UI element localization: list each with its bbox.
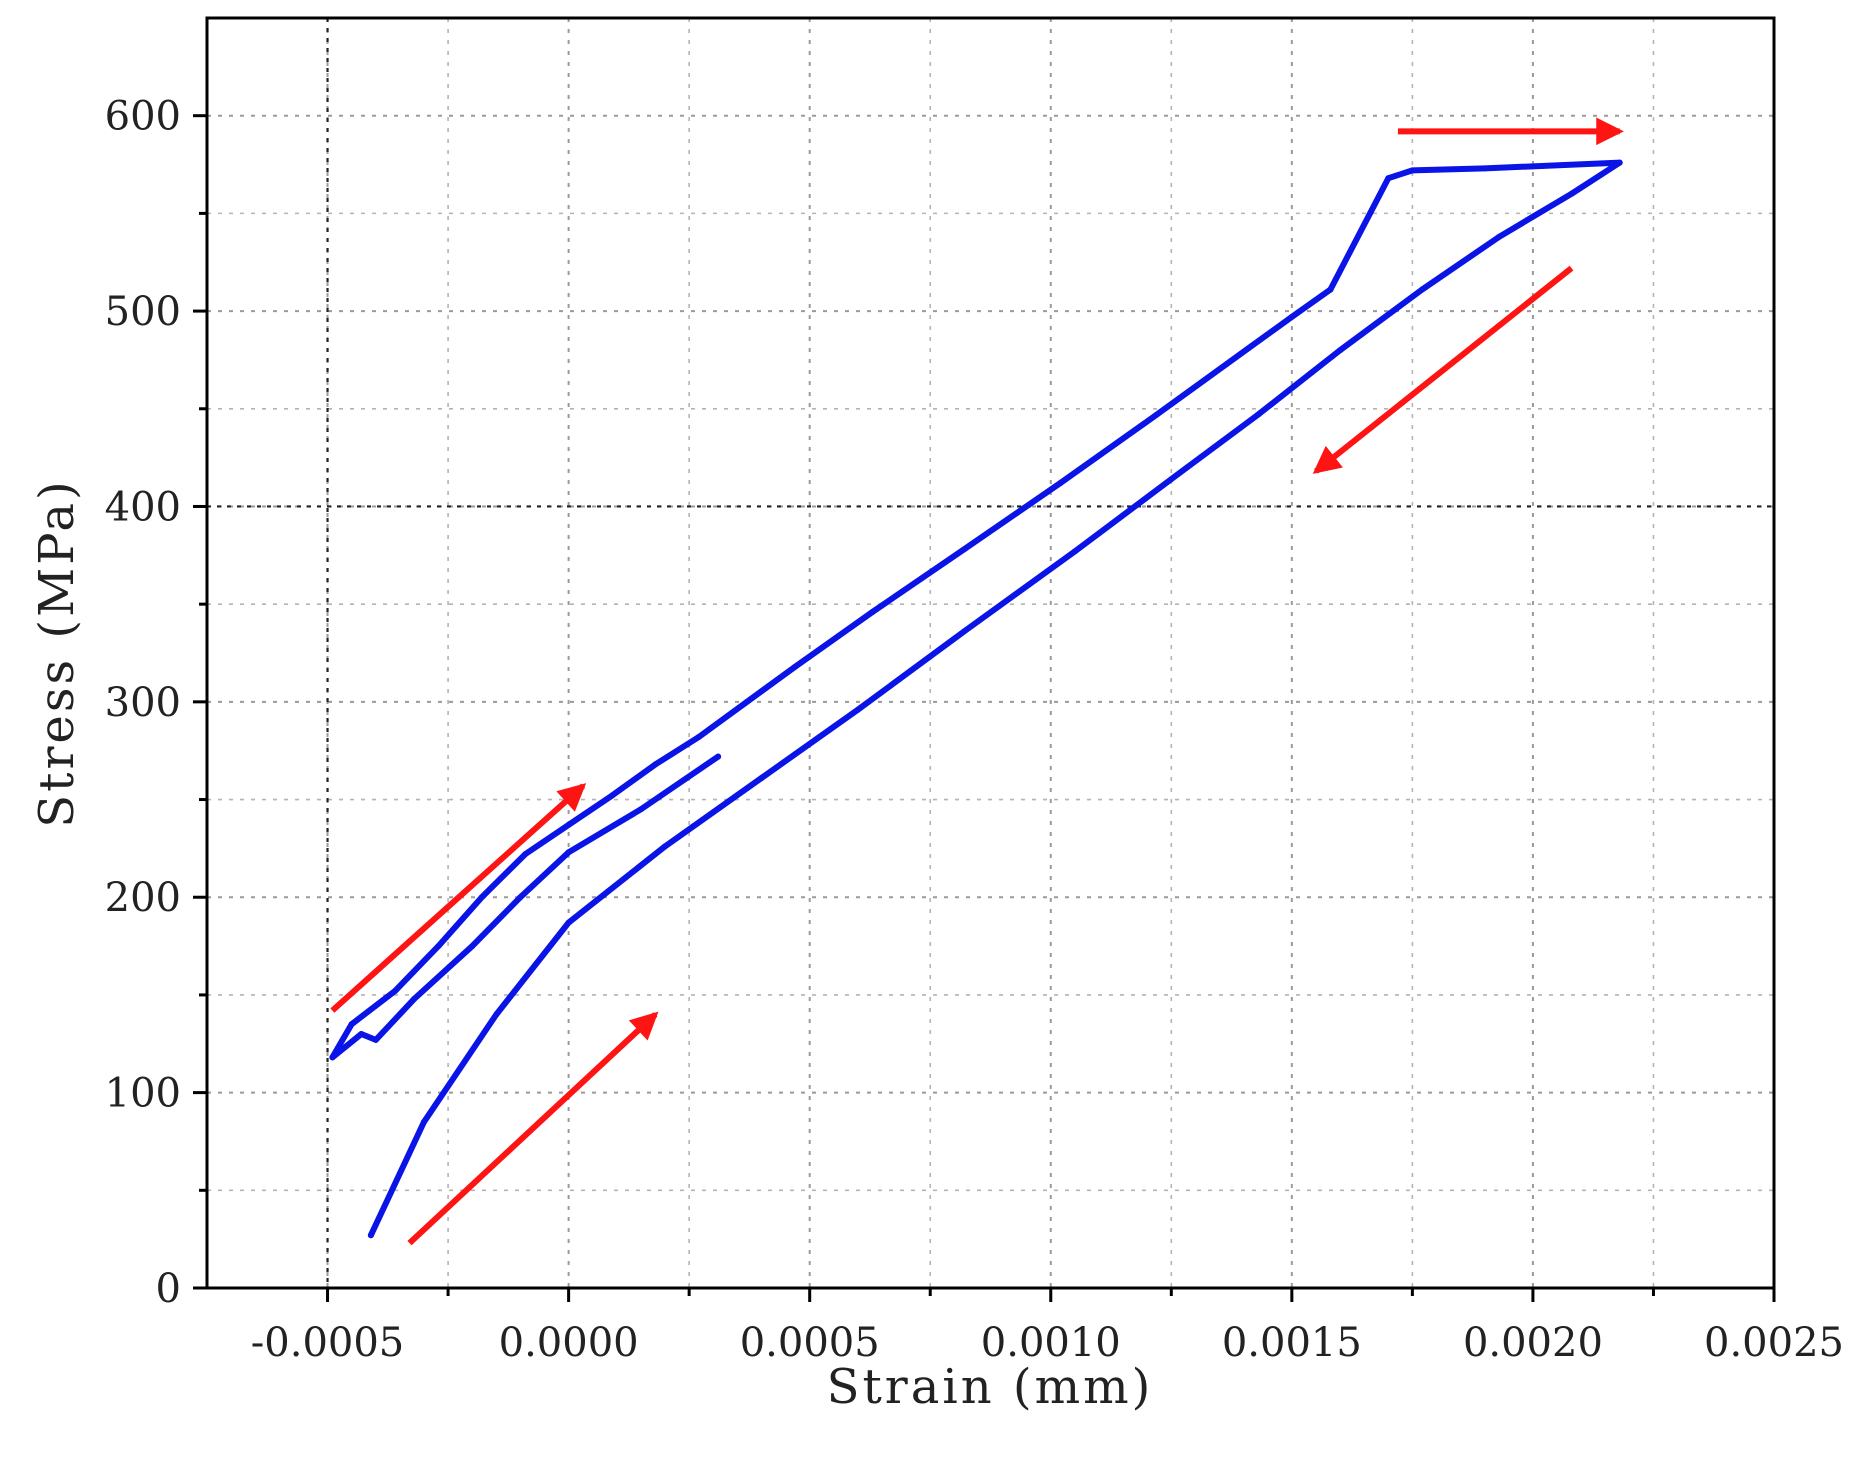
x-axis-title: Strain (mm): [827, 1359, 1154, 1415]
data-point: [469, 943, 476, 950]
data-point: [715, 753, 722, 760]
data-point: [854, 706, 861, 713]
data-point: [869, 609, 876, 615]
data-point: [478, 894, 485, 901]
direction-arrow-3: [1312, 265, 1574, 474]
direction-arrow-2: [407, 1011, 659, 1246]
y-tick-label-600: 600: [105, 94, 181, 140]
data-point: [961, 546, 967, 553]
x-tick-label-0-0000: 0.0000: [499, 1320, 639, 1366]
data-point: [1419, 286, 1425, 293]
data-point: [662, 843, 668, 850]
data-point: [392, 988, 398, 994]
data-point: [744, 698, 750, 705]
data-point: [1481, 165, 1488, 172]
data-point: [565, 919, 572, 926]
data-point: [372, 1036, 379, 1043]
y-tick-label-400: 400: [105, 484, 181, 530]
axis-ticks: [193, 114, 1776, 1302]
x-tick-label-0-0025: 0.0025: [1704, 1320, 1844, 1366]
y-tick-label-100: 100: [105, 1071, 181, 1117]
data-point: [961, 628, 967, 635]
plot-area-frame: [205, 16, 1776, 1290]
data-point: [329, 1054, 336, 1061]
data-point: [1288, 313, 1295, 320]
x-tick-label-0-0005: 0.0005: [740, 1320, 880, 1366]
data-point: [1057, 480, 1064, 486]
data-point: [348, 1021, 355, 1028]
data-point: [522, 851, 529, 858]
data-point: [792, 663, 799, 670]
x-axis-tick-labels: -0.0005 0.0000 0.0005 0.0010 0.0015 0.0020 0.0…: [251, 1320, 1844, 1366]
annotation-arrows: [330, 117, 1624, 1246]
data-point: [1168, 476, 1175, 483]
direction-arrow-1: [330, 783, 587, 1013]
data-point: [517, 894, 524, 901]
data-point: [367, 1232, 374, 1239]
data-point: [1409, 167, 1416, 174]
data-point: [1496, 233, 1503, 240]
data-point: [758, 775, 765, 781]
series-layer: [329, 159, 1623, 1239]
data-point: [421, 1118, 427, 1125]
x-tick-label-0-0010: 0.0010: [981, 1320, 1121, 1366]
y-tick-label-300: 300: [105, 680, 181, 726]
x-tick-label--0-0005: -0.0005: [251, 1320, 404, 1366]
data-point: [1071, 548, 1078, 555]
y-tick-label-200: 200: [105, 875, 181, 921]
y-tick-label-0: 0: [156, 1266, 181, 1312]
data-point: [637, 806, 644, 813]
data-point: [652, 761, 659, 768]
data-point: [1327, 286, 1334, 293]
data-point: [1337, 347, 1344, 354]
x-tick-label-0-0015: 0.0015: [1222, 1320, 1362, 1366]
y-tick-label-500: 500: [105, 289, 181, 335]
y-axis-title: Stress (MPa): [29, 478, 85, 827]
data-point: [565, 821, 572, 828]
data-point: [1245, 345, 1252, 352]
series-line-1: [329, 159, 1623, 1239]
data-point: [411, 995, 418, 1002]
y-axis-tick-labels: 0 100 200 300 400 500 600: [105, 94, 181, 1312]
x-tick-label-0-0020: 0.0020: [1463, 1320, 1603, 1366]
data-point: [609, 792, 615, 799]
data-point: [695, 734, 702, 740]
data-point: [493, 1011, 500, 1018]
data-point: [435, 943, 442, 950]
data-point: [1255, 411, 1262, 418]
grid-lines: [207, 18, 1774, 1288]
data-point: [1616, 159, 1623, 166]
data-point: [1568, 190, 1575, 197]
data-point: [358, 1031, 365, 1037]
data-point: [1385, 175, 1392, 182]
data-point: [565, 849, 572, 856]
data-point: [1153, 411, 1160, 418]
